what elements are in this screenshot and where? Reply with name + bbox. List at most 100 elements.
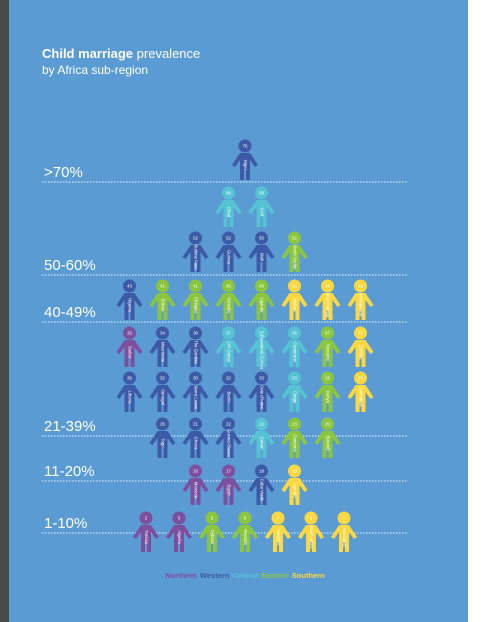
figure-value: 18 <box>259 468 264 473</box>
legend-entry: Central <box>232 571 258 580</box>
figure-value: 7 <box>343 515 346 520</box>
figure-body <box>215 478 242 505</box>
figure-value: 43 <box>127 283 132 288</box>
figure-value: 17 <box>226 468 231 473</box>
figure-value: 37 <box>226 330 231 335</box>
figure-head <box>222 231 235 245</box>
person-figure: 5 Djibouti <box>199 511 225 552</box>
figure-body <box>281 478 308 505</box>
figure-head <box>222 279 235 293</box>
figure-name: Tunisia <box>144 530 149 544</box>
figure-name: Guinea-Bissau <box>226 429 231 458</box>
figure-value: 21 <box>193 421 198 426</box>
figure-head <box>255 417 268 431</box>
figure-body <box>248 478 275 505</box>
figure-name: Mali <box>259 253 264 261</box>
figure-head <box>205 511 219 525</box>
person-figure: 76 Niger <box>232 139 258 180</box>
figure-head <box>189 326 202 340</box>
figure-value: 31 <box>358 330 363 335</box>
figure-name: Zimbabwe <box>358 387 363 407</box>
figure-name: Lesotho <box>292 482 297 498</box>
person-figure: 36 Liberia <box>116 371 143 412</box>
figure-name: Ghana <box>193 437 198 451</box>
legend-entry: Western <box>200 571 230 580</box>
figure-body <box>281 340 308 367</box>
tier-label: >70% <box>44 164 83 181</box>
tier-label: 50-60% <box>44 257 96 274</box>
figure-value: 34 <box>160 330 165 335</box>
person-figure: 52 South Sudan <box>281 231 308 272</box>
figure-value: 48 <box>325 283 330 288</box>
figure-head <box>337 511 351 525</box>
figure-name: Congo <box>292 391 297 404</box>
person-figure: 33 Cote d'Ivoire <box>248 371 275 412</box>
person-figure: 32 Benin <box>215 371 242 412</box>
person-figure: 23 Comoros <box>281 417 308 458</box>
tier-label: 11-20% <box>44 463 95 480</box>
figure-head <box>156 417 169 431</box>
legend-entry: Northern <box>165 571 197 580</box>
figure-value: 36 <box>292 330 297 335</box>
figure-value: 6 <box>310 515 313 520</box>
figure-name: The Gambia <box>193 340 198 364</box>
figure-head <box>222 326 235 340</box>
figure-value: 68 <box>226 190 231 195</box>
figure-value: 30 <box>193 330 198 335</box>
figure-body <box>248 340 275 367</box>
figure-body <box>281 431 308 458</box>
figure-head <box>189 279 202 293</box>
figure-name: Somalia <box>226 297 231 313</box>
person-figure: 8 Rwanda <box>232 511 258 552</box>
figure-name: Gabon <box>259 437 264 451</box>
figure-body <box>248 293 275 320</box>
person-figure: 22 Guinea-Bissau <box>215 417 242 458</box>
figure-body <box>331 525 357 552</box>
figure-name: Togo <box>160 438 165 448</box>
figure-value: 26 <box>160 421 165 426</box>
figure-name: South Sudan <box>292 245 297 270</box>
figure-name: Mozambique <box>325 293 330 318</box>
person-figure: 16 Morocco <box>182 464 209 505</box>
person-figure: 30 The Gambia <box>182 326 209 367</box>
person-figure: 52 Burkina Faso <box>182 231 209 272</box>
figure-head <box>321 326 334 340</box>
figure-value: 20 <box>325 421 330 426</box>
person-figure: 41 Ethiopia <box>182 279 209 320</box>
figure-name: Liberia <box>127 391 132 405</box>
figure-name: Mauritania <box>160 342 165 363</box>
figure-value: 41 <box>193 283 198 288</box>
tier-label: 1-10% <box>44 515 87 532</box>
left-strip <box>0 0 9 622</box>
figure-head <box>288 464 301 478</box>
figure-body <box>149 340 176 367</box>
figure-value: 52 <box>226 235 231 240</box>
figure-value: 5 <box>211 515 214 520</box>
figure-value: 37 <box>259 330 264 335</box>
person-figure: 3 Algeria <box>166 511 192 552</box>
person-figure: 21 Ghana <box>182 417 209 458</box>
figure-body <box>281 293 308 320</box>
figure-value: 50 <box>292 283 297 288</box>
figure-head <box>304 511 318 525</box>
figure-value: 36 <box>127 375 132 380</box>
figure-head <box>255 231 268 245</box>
figure-name: Kenya <box>325 391 330 404</box>
figure-head <box>238 139 252 153</box>
figure-head <box>123 371 136 385</box>
person-figure: 48 Madagascar <box>347 279 374 320</box>
figure-name: Senegal <box>160 389 165 405</box>
person-figure: 36 Cameroon <box>281 326 308 367</box>
person-figure: 48 Mozambique <box>314 279 341 320</box>
person-figure: 18 Cabo Verde <box>248 464 275 505</box>
figure-body <box>149 431 176 458</box>
figure-value: 76 <box>243 143 248 148</box>
figure-name: Chad <box>226 207 231 218</box>
figure-body <box>248 245 275 272</box>
figure-head <box>255 371 268 385</box>
figure-head <box>156 326 169 340</box>
figure-value: 48 <box>358 283 363 288</box>
figure-value: 33 <box>127 330 132 335</box>
figure-body <box>166 525 192 552</box>
